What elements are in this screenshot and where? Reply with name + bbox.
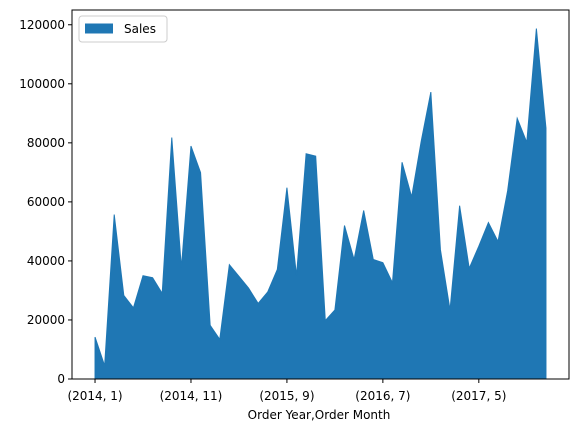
y-tick-label: 40000 <box>27 254 65 268</box>
x-tick-label: (2014, 11) <box>160 389 223 403</box>
legend-label-sales: Sales <box>124 22 156 36</box>
area-layer <box>94 28 547 380</box>
x-tick-label: (2014, 1) <box>67 389 122 403</box>
y-tick-label: 80000 <box>27 136 65 150</box>
x-tick-label: (2015, 9) <box>259 389 314 403</box>
axes-frame <box>71 9 570 380</box>
x-tick-label: (2017, 5) <box>451 389 506 403</box>
y-tick-label: 20000 <box>27 313 65 327</box>
x-axis-label: Order Year,Order Month <box>248 408 391 422</box>
legend-box <box>78 15 168 43</box>
y-axis: 0 20000 40000 60000 80000 100000 120000 <box>19 18 72 386</box>
x-axis: (2014, 1) (2014, 11) (2015, 9) (2016, 7) (20… <box>67 379 506 403</box>
area-series-sales <box>94 28 547 380</box>
legend-swatch-sales <box>85 23 113 34</box>
x-tick-label: (2016, 7) <box>355 389 410 403</box>
y-tick-label: 120000 <box>19 18 65 32</box>
y-tick-label: 100000 <box>19 77 65 91</box>
y-tick-label: 60000 <box>27 195 65 209</box>
y-tick-label: 0 <box>57 372 65 386</box>
legend: Sales <box>78 15 168 43</box>
plot-frame <box>71 9 570 380</box>
